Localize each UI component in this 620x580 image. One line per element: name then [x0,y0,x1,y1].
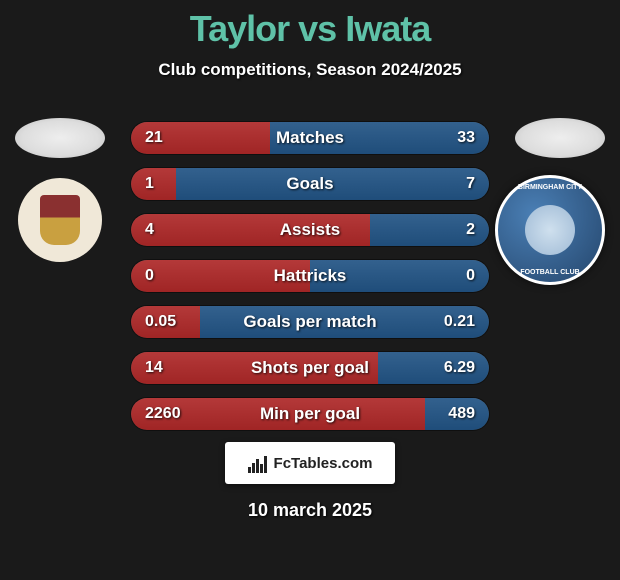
title-player2: Iwata [345,8,430,49]
stat-label: Assists [131,214,489,246]
footer-logo: FcTables.com [225,442,395,484]
stat-label: Min per goal [131,398,489,430]
footer-date: 10 march 2025 [0,500,620,521]
stat-row: 146.29Shots per goal [130,351,490,385]
stat-row: 42Assists [130,213,490,247]
subtitle: Club competitions, Season 2024/2025 [0,60,620,80]
player1-club-crest [15,175,105,265]
crest-right-globe [525,205,575,255]
title-player1: Taylor [190,8,289,49]
stats-container: 2133Matches 17Goals 42Assists 00Hattricks 0.… [130,121,490,443]
stat-row: 00Hattricks [130,259,490,293]
crest-right-ring-top: BIRMINGHAM CITY [518,184,582,191]
crest-left-circle [18,178,102,262]
stat-label: Goals [131,168,489,200]
stat-label: Matches [131,122,489,154]
crest-right-ring-bottom: FOOTBALL CLUB [520,269,579,276]
footer-logo-text: FcTables.com [274,455,373,472]
stat-label: Shots per goal [131,352,489,384]
stat-row: 2260489Min per goal [130,397,490,431]
stat-row: 17Goals [130,167,490,201]
player1-avatar-placeholder [15,118,105,158]
crest-left-shield [40,195,80,245]
stat-label: Hattricks [131,260,489,292]
crest-right-circle: BIRMINGHAM CITY FOOTBALL CLUB [495,175,605,285]
player2-club-crest: BIRMINGHAM CITY FOOTBALL CLUB [495,175,605,305]
stat-row: 2133Matches [130,121,490,155]
stat-label: Goals per match [131,306,489,338]
player2-avatar-placeholder [515,118,605,158]
bar-chart-icon [248,453,270,473]
page-title: Taylor vs Iwata [0,0,620,50]
title-vs: vs [298,8,336,49]
stat-row: 0.050.21Goals per match [130,305,490,339]
